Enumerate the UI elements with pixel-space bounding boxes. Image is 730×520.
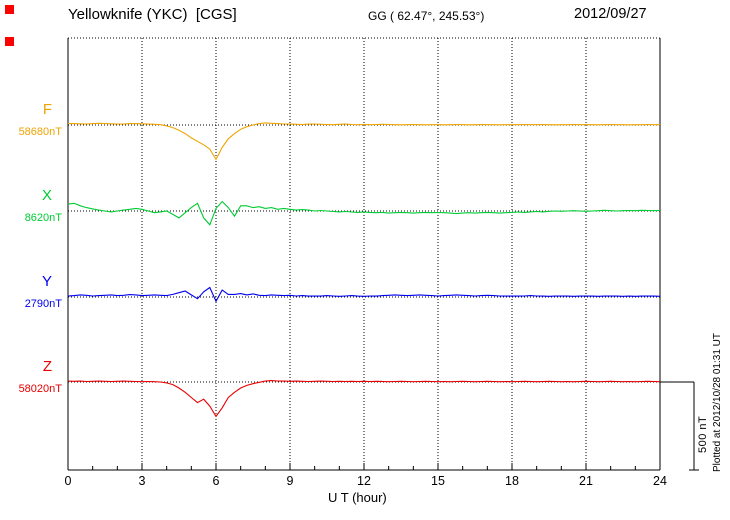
x-tick-label: 0 bbox=[64, 474, 72, 488]
component-letter-F: F bbox=[42, 101, 52, 118]
component-baseline-value-F: 58680nT bbox=[18, 126, 62, 138]
x-axis-label: U T (hour) bbox=[328, 490, 387, 505]
red-marker-icon bbox=[5, 37, 14, 46]
x-tick-label: 15 bbox=[431, 474, 445, 488]
trace-Z bbox=[67, 380, 661, 418]
x-tick-label: 24 bbox=[653, 474, 667, 488]
x-tick-label: 21 bbox=[579, 474, 593, 488]
red-marker-icon bbox=[5, 5, 14, 14]
component-baseline-value-Z: 58020nT bbox=[18, 383, 62, 395]
plotted-at-note: Plotted at 2012/10/28 01:31 UT bbox=[712, 333, 723, 472]
component-baseline-value-X: 8620nT bbox=[24, 212, 62, 224]
station-title: Yellowknife (YKC) [CGS] bbox=[68, 6, 237, 23]
component-letter-Y: Y bbox=[41, 273, 52, 290]
scale-bar-label: 500 nT bbox=[697, 415, 709, 453]
trace-X bbox=[67, 200, 661, 226]
plot-date: 2012/09/27 bbox=[574, 6, 647, 22]
x-tick-label: 9 bbox=[286, 474, 294, 488]
x-tick-label: 18 bbox=[505, 474, 519, 488]
x-tick-label: 6 bbox=[212, 474, 220, 488]
trace-F bbox=[67, 122, 660, 161]
component-letter-X: X bbox=[41, 187, 52, 204]
trace-Y bbox=[67, 286, 661, 303]
component-baseline-value-Y: 2790nT bbox=[24, 298, 62, 310]
component-letter-Z: Z bbox=[42, 358, 52, 375]
x-tick-label: 12 bbox=[357, 474, 371, 488]
x-tick-label: 3 bbox=[138, 474, 146, 488]
geographic-coords: GG ( 62.47°, 245.53°) bbox=[368, 9, 485, 23]
